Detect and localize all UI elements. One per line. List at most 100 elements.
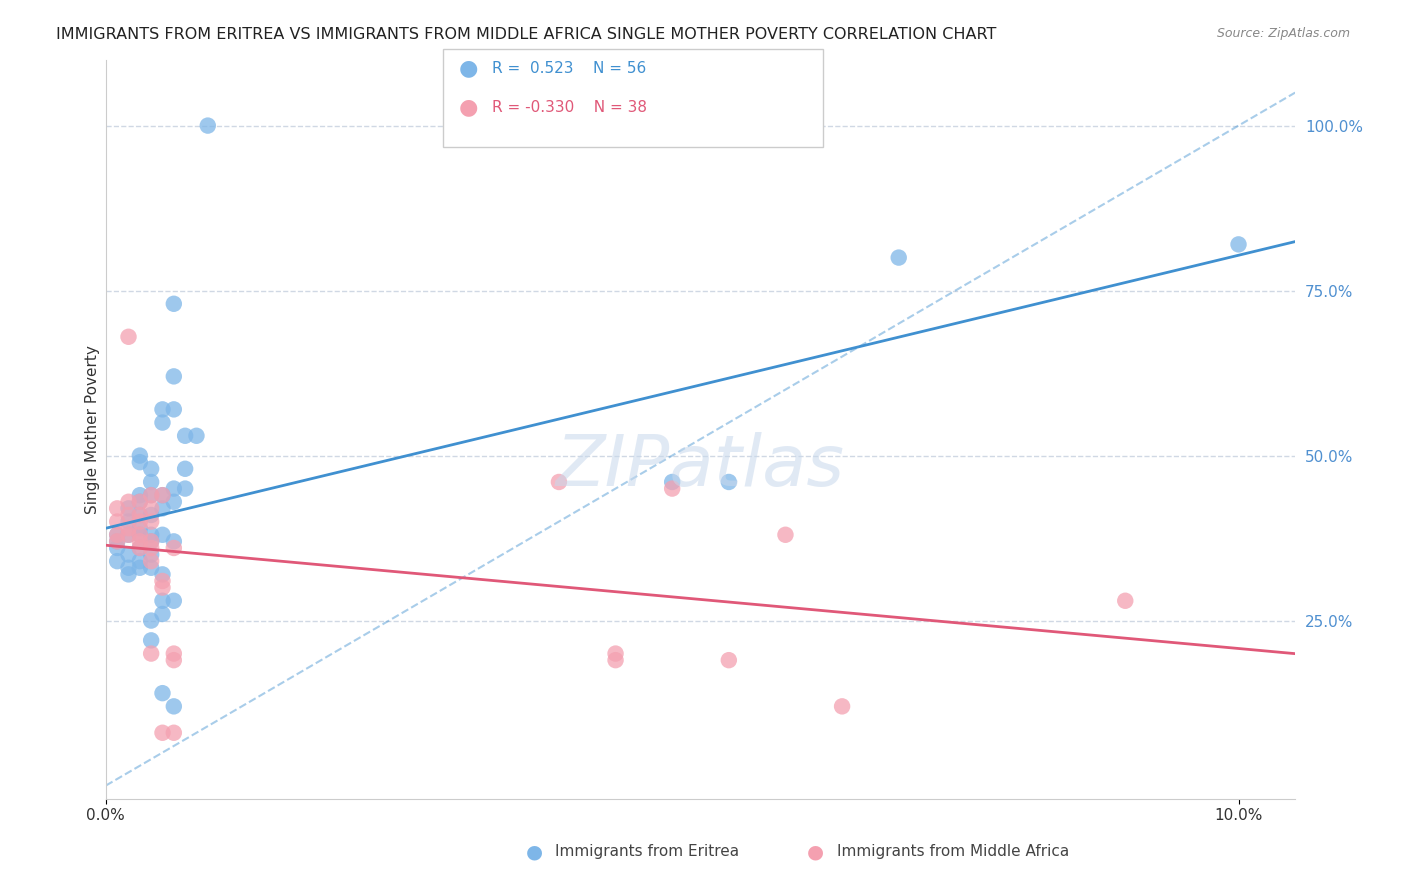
Point [128, 561, 150, 575]
Point [141, 647, 163, 661]
Point [128, 528, 150, 542]
Point [717, 475, 740, 489]
Point [141, 534, 163, 549]
Point [174, 429, 197, 443]
Point [128, 528, 150, 542]
Y-axis label: Single Mother Poverty: Single Mother Poverty [86, 344, 100, 514]
Point [117, 508, 139, 522]
Point [548, 475, 571, 489]
Point [128, 521, 150, 535]
Point [163, 541, 186, 555]
Point [141, 614, 163, 628]
Point [128, 495, 150, 509]
Point [152, 594, 174, 608]
Text: ●: ● [458, 97, 478, 117]
Point [141, 508, 163, 522]
Point [128, 455, 150, 469]
Point [163, 297, 186, 311]
Point [141, 515, 163, 529]
Text: Source: ZipAtlas.com: Source: ZipAtlas.com [1216, 27, 1350, 40]
Point [141, 561, 163, 575]
Point [163, 594, 186, 608]
Point [605, 653, 627, 667]
Text: ●: ● [526, 842, 543, 862]
Point [152, 528, 174, 542]
Point [163, 647, 186, 661]
Point [152, 416, 174, 430]
Point [105, 554, 128, 568]
Point [152, 725, 174, 739]
Point [152, 686, 174, 700]
Point [128, 554, 150, 568]
Point [105, 501, 128, 516]
Point [1227, 237, 1250, 252]
Point [141, 462, 163, 476]
Point [128, 541, 150, 555]
Point [141, 488, 163, 502]
Point [163, 534, 186, 549]
Point [163, 402, 186, 417]
Point [174, 482, 197, 496]
Text: ●: ● [458, 59, 478, 78]
Point [163, 482, 186, 496]
Point [141, 633, 163, 648]
Text: Immigrants from Eritrea: Immigrants from Eritrea [555, 845, 740, 859]
Point [141, 534, 163, 549]
Point [117, 567, 139, 582]
Point [105, 534, 128, 549]
Point [661, 482, 683, 496]
Point [105, 528, 128, 542]
Point [117, 501, 139, 516]
Point [775, 528, 797, 542]
Point [163, 699, 186, 714]
Point [186, 429, 208, 443]
Point [141, 501, 163, 516]
Point [105, 541, 128, 555]
Point [117, 330, 139, 344]
Text: ●: ● [807, 842, 824, 862]
Point [141, 488, 163, 502]
Point [831, 699, 853, 714]
Point [128, 515, 150, 529]
Point [117, 528, 139, 542]
Point [605, 647, 627, 661]
Point [152, 607, 174, 621]
Point [117, 561, 139, 575]
Point [117, 548, 139, 562]
Point [152, 581, 174, 595]
Point [141, 548, 163, 562]
Point [128, 508, 150, 522]
Point [128, 508, 150, 522]
Point [152, 567, 174, 582]
Text: R =  0.523    N = 56: R = 0.523 N = 56 [492, 62, 647, 76]
Point [141, 554, 163, 568]
Point [105, 528, 128, 542]
Point [117, 495, 139, 509]
Point [152, 488, 174, 502]
Point [128, 495, 150, 509]
Point [128, 488, 150, 502]
Point [117, 528, 139, 542]
Point [661, 475, 683, 489]
Text: IMMIGRANTS FROM ERITREA VS IMMIGRANTS FROM MIDDLE AFRICA SINGLE MOTHER POVERTY C: IMMIGRANTS FROM ERITREA VS IMMIGRANTS FR… [56, 27, 997, 42]
Text: Immigrants from Middle Africa: Immigrants from Middle Africa [837, 845, 1069, 859]
Point [152, 501, 174, 516]
Point [163, 653, 186, 667]
Point [152, 488, 174, 502]
Point [174, 462, 197, 476]
Point [152, 402, 174, 417]
Point [128, 534, 150, 549]
Point [141, 541, 163, 555]
Point [197, 119, 219, 133]
Point [105, 534, 128, 549]
Point [141, 475, 163, 489]
Point [1114, 594, 1136, 608]
Point [128, 449, 150, 463]
Point [163, 369, 186, 384]
Point [717, 653, 740, 667]
Point [887, 251, 910, 265]
Text: ZIPatlas: ZIPatlas [555, 432, 845, 500]
Point [163, 495, 186, 509]
Point [141, 528, 163, 542]
Point [163, 725, 186, 739]
